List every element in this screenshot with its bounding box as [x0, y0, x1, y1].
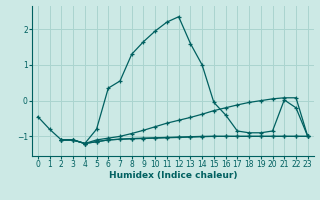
X-axis label: Humidex (Indice chaleur): Humidex (Indice chaleur): [108, 171, 237, 180]
